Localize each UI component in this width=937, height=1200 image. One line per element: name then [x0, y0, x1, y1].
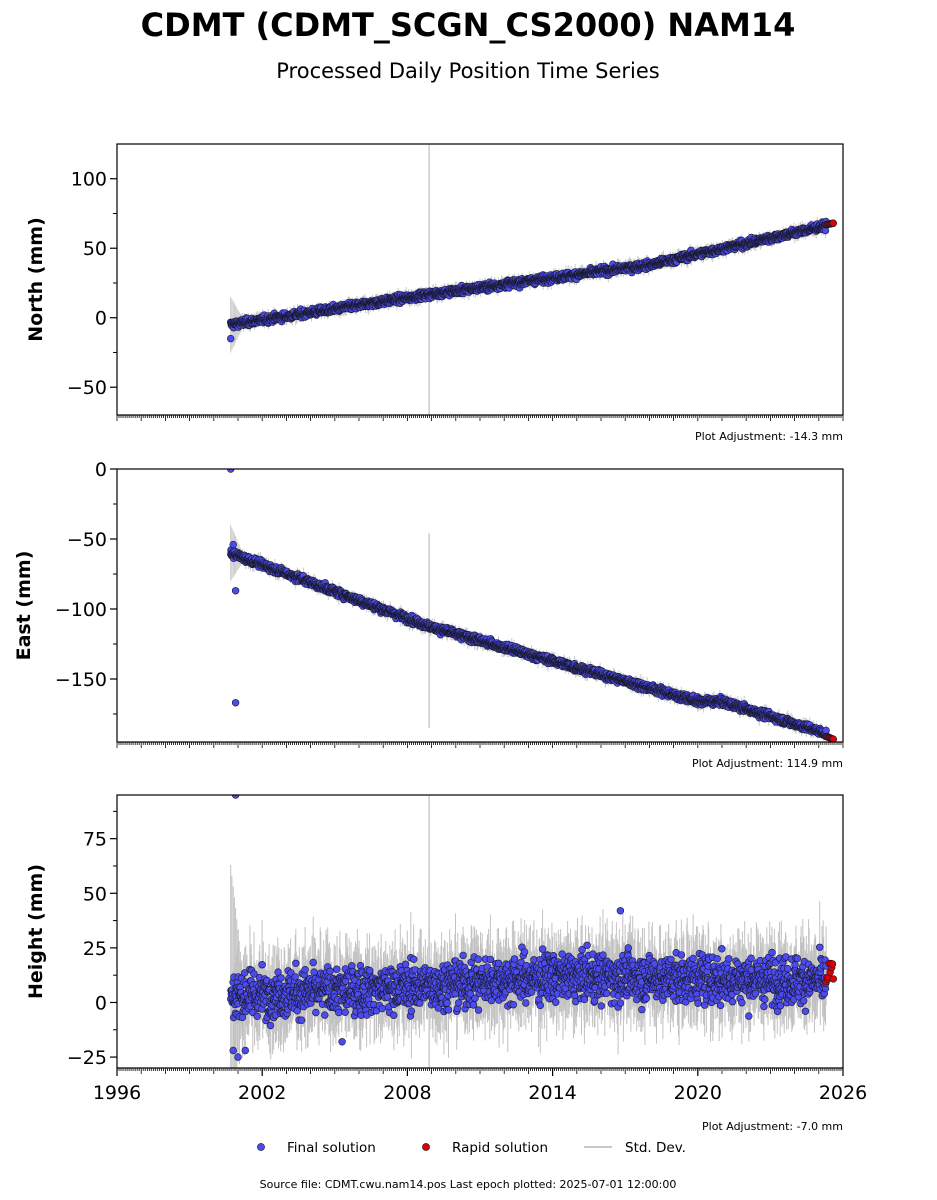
y-tick-label: −100: [55, 599, 107, 621]
panels: −50 0 50 100 North (mm) Plot Adjustment: -14.…: [13, 143, 867, 1133]
height-final-point: [310, 968, 318, 976]
height-final-point: [297, 1016, 306, 1024]
east-final-series: [227, 469, 830, 740]
north-outlier-point: [227, 334, 235, 343]
height-final-point: [321, 1011, 329, 1019]
north-rapid-point: [829, 219, 837, 227]
east-plot-area: [227, 469, 837, 742]
east-x-ticks: [116, 742, 844, 748]
height-final-point: [326, 967, 334, 975]
height-final-point: [390, 1011, 398, 1019]
height-final-point: [378, 1004, 386, 1013]
height-final-point: [459, 951, 467, 960]
height-final-point: [410, 955, 418, 963]
y-tick-label: −50: [67, 377, 107, 399]
y-tick-label: 0: [95, 459, 107, 481]
height-final-point: [266, 1021, 275, 1030]
height-final-point: [292, 959, 300, 967]
east-plot-adjustment: Plot Adjustment: 114.9 mm: [692, 757, 843, 770]
east-y-axis: −150 −100 −50 0: [55, 459, 117, 715]
height-final-point: [312, 1008, 320, 1017]
north-y-label: North (mm): [25, 217, 47, 342]
height-final-point: [301, 965, 309, 974]
height-final-point: [444, 1006, 453, 1014]
chart-title: CDMT (CDMT_SCGN_CS2000) NAM14: [141, 6, 796, 44]
height-final-point: [366, 966, 374, 975]
north-y-axis: −50 0 50 100: [67, 169, 117, 399]
height-final-point: [309, 958, 317, 967]
y-tick-label: 50: [83, 238, 107, 260]
north-final-series: [227, 217, 830, 343]
height-final-point: [443, 999, 451, 1007]
north-x-ticks: [116, 415, 844, 421]
y-tick-label: −150: [55, 669, 107, 691]
height-final-point: [335, 1008, 343, 1017]
east-outlier-point: [229, 540, 237, 549]
east-panel: −150 −100 −50 0 East (mm) Plot Adjustment: 11…: [13, 459, 844, 770]
north-rapid-series: [822, 219, 837, 229]
east-y-label: East (mm): [13, 551, 35, 661]
height-final-point: [341, 1008, 349, 1016]
north-plot-adjustment: Plot Adjustment: -14.3 mm: [695, 430, 843, 443]
y-tick-label: −50: [67, 529, 107, 551]
east-rapid-series: [822, 732, 837, 742]
height-final-point: [291, 973, 299, 981]
y-tick-label: 0: [95, 308, 107, 330]
height-final-point: [455, 999, 463, 1007]
height-final-point: [258, 960, 266, 969]
north-plot-area: [227, 144, 837, 415]
height-final-point: [253, 1012, 261, 1020]
height-final-point: [333, 965, 341, 973]
height-final-point: [277, 974, 285, 982]
north-panel: −50 0 50 100 North (mm) Plot Adjustment: -14.…: [25, 143, 844, 443]
chart-subtitle: Processed Daily Position Time Series: [276, 59, 660, 83]
east-outlier-point: [231, 699, 240, 707]
height-final-point: [401, 960, 410, 968]
height-final-point: [407, 1007, 416, 1015]
height-plot-area: [227, 795, 837, 1068]
y-tick-label: 100: [71, 169, 107, 191]
east-outlier-point: [231, 587, 240, 595]
